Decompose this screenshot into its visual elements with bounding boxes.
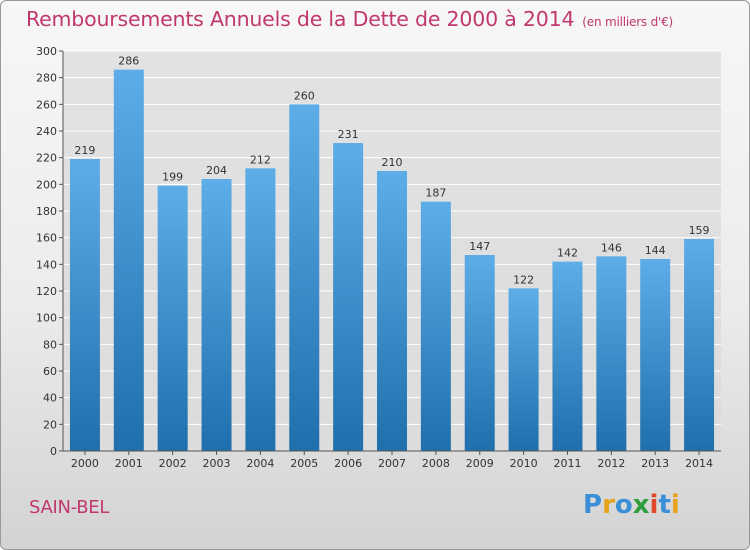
- logo-letter: t: [658, 490, 671, 520]
- bar: [596, 256, 627, 451]
- x-tick-label: 2010: [510, 457, 538, 470]
- x-tick-label: 2012: [597, 457, 625, 470]
- x-tick-label: 2002: [159, 457, 187, 470]
- bar-value-label: 199: [162, 171, 183, 184]
- bar: [377, 171, 407, 451]
- x-tick-label: 2004: [246, 457, 274, 470]
- y-tick-label: 0: [50, 445, 57, 458]
- logo-letter: P: [583, 490, 603, 520]
- bar: [113, 69, 144, 452]
- y-tick-label: 120: [36, 285, 57, 298]
- x-tick-label: 2005: [290, 457, 318, 470]
- axes: 0 20 40 60 80 100 120 140 160 180 200 220 240 260 280 3…: [36, 45, 721, 470]
- bar-value-label: 146: [601, 241, 622, 254]
- x-tick-label: 2003: [203, 457, 231, 470]
- bar-value-label: 212: [250, 153, 271, 166]
- logo-letter: o: [614, 490, 633, 520]
- bar-value-label: 286: [118, 55, 139, 68]
- x-tick-label: 2006: [334, 457, 362, 470]
- bar-value-label: 210: [382, 156, 403, 169]
- bar: [684, 239, 715, 451]
- x-tick-label: 2014: [685, 457, 713, 470]
- y-tick-label: 180: [36, 205, 57, 218]
- bar-value-label: 142: [557, 247, 578, 260]
- y-tick-label: 300: [36, 45, 57, 58]
- chart-unit: (en milliers d'€): [582, 15, 674, 29]
- bar: [245, 168, 276, 452]
- bar-value-label: 147: [469, 240, 490, 253]
- x-tick-label: 2000: [71, 457, 99, 470]
- x-tick-label: 2007: [378, 457, 406, 470]
- bar: [157, 185, 188, 451]
- bar-value-label: 231: [338, 128, 359, 141]
- y-tick-label: 160: [36, 232, 57, 245]
- commune-name: SAIN-BEL: [29, 497, 110, 518]
- logo-letter: r: [602, 490, 615, 520]
- bar: [464, 255, 495, 451]
- bar: [289, 104, 320, 451]
- y-tick-label: 20: [43, 418, 57, 431]
- logo-letter: x: [632, 490, 650, 520]
- bar-value-label: 187: [425, 187, 446, 200]
- y-tick-label: 260: [36, 98, 57, 111]
- x-tick-label: 2008: [422, 457, 450, 470]
- bar-value-label: 144: [645, 244, 666, 257]
- logo-letter: i: [649, 490, 659, 520]
- bars: [69, 69, 715, 452]
- bar: [420, 201, 451, 451]
- chart-title: Remboursements Annuels de la Dette de 20…: [26, 7, 673, 31]
- y-tick-label: 140: [36, 258, 57, 271]
- y-tick-label: 60: [43, 365, 57, 378]
- y-tick-label: 220: [36, 152, 57, 165]
- x-tick-label: 2009: [466, 457, 494, 470]
- bar: [552, 261, 583, 451]
- bar: [508, 288, 539, 451]
- bar: [69, 159, 100, 451]
- chart-title-text: Remboursements Annuels de la Dette de 20…: [26, 7, 575, 31]
- x-tick-label: 2011: [553, 457, 581, 470]
- y-tick-label: 40: [43, 392, 57, 405]
- proxiti-logo: Proxiti: [583, 490, 680, 520]
- y-tick-label: 280: [36, 72, 57, 85]
- bar-value-label: 122: [513, 273, 534, 286]
- logo-letter: i: [670, 490, 680, 520]
- y-tick-label: 100: [36, 312, 57, 325]
- bar-value-label: 219: [74, 144, 95, 157]
- y-tick-label: 200: [36, 178, 57, 191]
- bar-value-label: 159: [689, 224, 710, 237]
- bar-value-label: 204: [206, 164, 227, 177]
- y-tick-label: 240: [36, 125, 57, 138]
- bar-value-label: 260: [294, 89, 315, 102]
- bar: [640, 259, 671, 451]
- x-tick-label: 2013: [641, 457, 669, 470]
- bar: [333, 143, 364, 451]
- x-tick-label: 2001: [115, 457, 143, 470]
- bar: [201, 179, 232, 451]
- y-tick-label: 80: [43, 338, 57, 351]
